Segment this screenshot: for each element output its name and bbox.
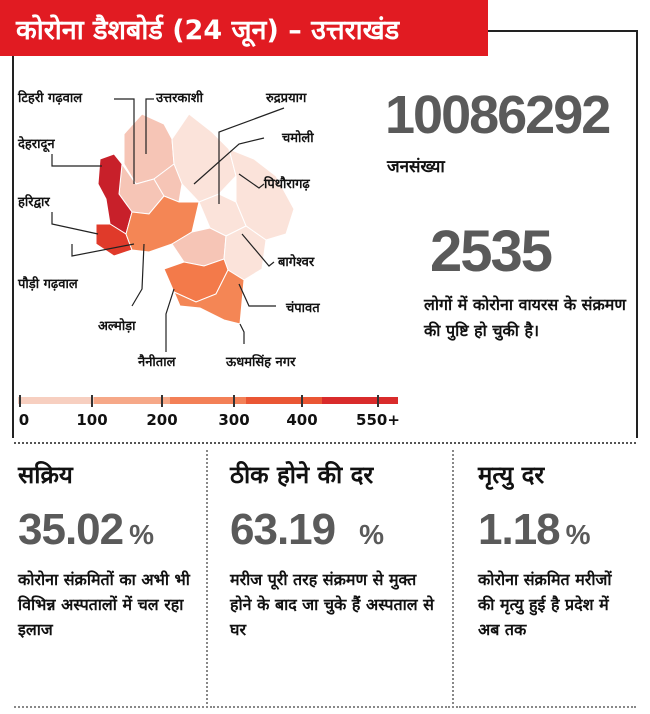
legend-tick [233,395,235,407]
stat-number: 35.02 [18,505,124,554]
population-value: 10086292 [385,85,611,145]
section-divider [14,442,636,444]
label-bageshwar: बागेश्वर [277,254,315,270]
stat-value: 1.18% [478,505,628,555]
label-champawat: चंपावत [285,300,320,316]
uttarakhand-map: टिहरी गढ़वाल उत्तरकाशी रुद्रप्रयाग चमोली… [17,90,320,370]
legend-label: 300 [218,411,250,429]
infected-count: 2535 [430,219,553,284]
label-rudraprayag: रुद्रप्रयाग [265,91,307,106]
label-haridwar: हरिद्वार [17,194,50,210]
legend-label: 100 [76,411,108,429]
legend-segment [246,397,322,404]
legend-label: 400 [286,411,318,429]
label-chamoli: चमोली [281,130,314,146]
infected-description: लोगों में कोरोना वायरस के संक्रमण की पुष… [424,295,626,340]
stat-title: मृत्यु दर [478,461,545,489]
label-pithoragarh: पिथौरागढ़ [263,176,310,192]
stat-value: 63.19% [230,505,440,555]
label-almora: अल्मोड़ा [98,318,136,334]
district-pithoragarh [228,148,295,241]
legend-tick [19,395,21,407]
population-label: जनसंख्या [387,157,445,177]
legend-label: 550+ [356,411,400,429]
stat-description: कोरोना संक्रमितों का अभी भी विभिन्न अस्प… [18,570,190,639]
legend-segment [18,397,94,404]
stat-number: 63.19 [230,505,336,554]
page-title: कोरोना डैशबोर्ड (24 जून) – उत्तराखंड [16,15,400,46]
stat-title: ठीक होने की दर [230,461,374,489]
district-rudraprayag [153,163,183,203]
frame-right [636,30,638,438]
label-nainital: नैनीताल [137,354,177,370]
stat-unit: % [565,519,591,550]
legend-label: 0 [18,411,30,429]
bottom-divider-3 [456,706,636,708]
legend-segment [94,397,170,404]
label-pauri: पौड़ी गढ़वाल [17,276,79,292]
leader-lines [51,98,285,352]
column-divider-1 [206,450,208,708]
bottom-divider-2 [210,706,450,708]
legend-segment [170,397,246,404]
stat-title: सक्रिय [18,461,73,489]
stat-unit: % [129,519,155,550]
legend-tick [91,395,93,407]
stat-description: मरीज पूरी तरह संक्रमण से मुक्त होने के ब… [230,570,435,639]
legend-tick [161,395,163,407]
label-dehradun: देहरादून [17,136,55,153]
legend-tick [377,395,379,407]
stat-recovery-rate: ठीक होने की दर 63.19% मरीज पूरी तरह संक्… [230,458,440,642]
legend-label: 200 [146,411,178,429]
stat-death-rate: मृत्यु दर 1.18% कोरोना संक्रमित मरीजों क… [478,458,628,642]
frame-left [12,56,14,438]
header-banner: कोरोना डैशबोर्ड (24 जून) – उत्तराखंड [0,0,488,56]
district-usnagar [173,269,245,325]
stat-unit: % [359,519,385,550]
legend-tick [301,395,303,407]
label-uttarkashi: उत्तरकाशी [155,90,204,106]
district-map: टिहरी गढ़वाल उत्तरकाशी रुद्रप्रयाग चमोली… [14,84,364,380]
bottom-divider-1 [14,706,204,708]
legend-segment [322,397,398,404]
stat-active: सक्रिय 35.02% कोरोना संक्रमितों का अभी भ… [18,458,204,642]
color-legend: 0 100 200 300 400 550+ [18,393,404,433]
stat-number: 1.18 [478,505,561,554]
column-divider-2 [452,450,454,708]
label-usnagar: ऊधमसिंह नगर [225,353,296,370]
frame-top-right [488,30,638,32]
stat-description: कोरोना संक्रमित मरीजों की मृत्यु हुई है … [478,570,612,639]
stat-value: 35.02% [18,505,204,555]
label-tehri: टिहरी गढ़वाल [17,90,83,106]
